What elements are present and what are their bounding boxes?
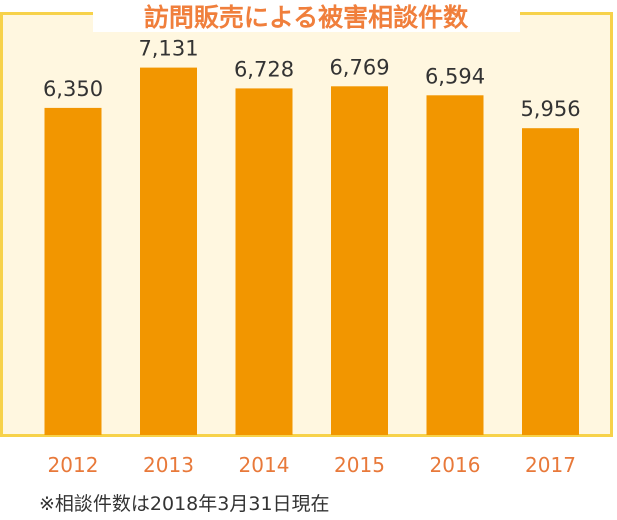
value-label-2013: 7,131 — [138, 37, 198, 61]
category-label-2013: 2013 — [143, 453, 194, 477]
bar-2015 — [331, 86, 388, 436]
chart-panel — [0, 12, 613, 437]
bars-layer: 6,350 2012 7,131 2013 6,728 2014 6,769 2015 6,59… — [43, 37, 581, 477]
bar-2016 — [426, 95, 484, 436]
value-label-2016: 6,594 — [425, 64, 485, 88]
value-label-2017: 5,956 — [520, 97, 580, 121]
value-label-2012: 6,350 — [43, 77, 103, 101]
category-label-2017: 2017 — [525, 453, 576, 477]
value-label-2014: 6,728 — [234, 57, 294, 81]
category-label-2015: 2015 — [334, 453, 385, 477]
value-label-2015: 6,769 — [329, 55, 389, 79]
bar-2014 — [235, 88, 293, 436]
bar-2013 — [140, 67, 197, 435]
category-label-2016: 2016 — [430, 453, 481, 477]
chart-title: 訪問販売による被害相談件数 — [144, 3, 469, 32]
category-label-2012: 2012 — [48, 453, 99, 477]
bar-2012 — [44, 107, 102, 436]
footnote: ※相談件数は2018年3月31日現在 — [39, 493, 330, 515]
bar-2017 — [522, 128, 579, 435]
title-backdrop — [93, 0, 520, 32]
category-label-2014: 2014 — [239, 453, 290, 477]
